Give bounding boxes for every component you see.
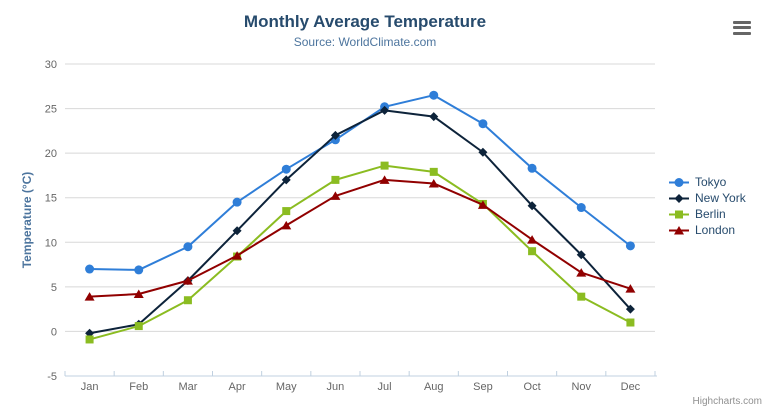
series-new-york-marker[interactable] [281,175,291,185]
series-tokyo-marker[interactable] [85,264,95,274]
chart-title: Monthly Average Temperature [243,12,487,31]
series-new-york-marker[interactable] [478,147,488,157]
legend: Tokyo New York Berlin London [668,174,746,238]
y-axis-label: 10 [45,237,57,249]
series-berlin-marker[interactable] [85,335,94,344]
series-new-york-marker[interactable] [330,130,340,140]
series-london[interactable] [84,175,636,301]
series-tokyo-marker[interactable] [576,203,586,213]
series-tokyo-marker[interactable] [183,242,193,252]
credits-link[interactable]: Highcharts.com [692,396,762,407]
series-london-marker[interactable] [133,289,144,298]
series-berlin-marker[interactable] [577,292,586,301]
series-new-york-marker[interactable] [232,226,242,236]
series-tokyo-line[interactable] [88,94,632,271]
series-london-marker[interactable] [84,292,95,301]
series-berlin-line[interactable] [88,164,632,341]
x-axis-label: Mar [178,381,197,393]
series-new-york-marker[interactable] [576,250,586,260]
new-york-legend-marker-shape[interactable] [674,193,684,203]
series-new-york-marker[interactable] [527,201,537,211]
series-tokyo-marker[interactable] [134,265,144,275]
berlin-legend-marker-shape[interactable] [675,210,683,218]
legend-item-berlin[interactable]: Berlin [668,206,746,222]
series-berlin-marker[interactable] [528,247,537,256]
series-tokyo-marker[interactable] [429,90,439,100]
series-berlin-marker[interactable] [380,161,389,170]
x-axis-label: Sep [473,381,493,393]
series-london-marker[interactable] [576,268,587,277]
series-berlin-marker[interactable] [183,296,192,305]
series-london-marker[interactable] [477,200,488,209]
series-london-line[interactable] [88,178,632,298]
hamburger-icon [733,20,751,35]
series-new-york-marker[interactable] [380,105,390,115]
series-tokyo-marker[interactable] [281,164,291,174]
x-axis-label: May [276,381,297,393]
x-axis-label: Dec [621,381,641,393]
series-new-york[interactable] [85,105,635,338]
tokyo-legend-marker-shape[interactable] [674,177,684,187]
series-london-marker[interactable] [379,175,390,184]
series-new-york-marker[interactable] [429,112,439,122]
y-axis-label: 20 [45,148,57,160]
series-new-york-line[interactable] [88,109,632,335]
series-london-marker[interactable] [527,235,538,244]
series-berlin-marker[interactable] [429,167,438,176]
series-london-marker[interactable] [232,251,243,260]
series-berlin-marker[interactable] [331,175,340,184]
y-axis-label: 15 [45,193,57,205]
y-axis-label: 30 [45,59,57,71]
x-axis-label: Jun [327,381,345,393]
legend-label: New York [695,191,746,205]
series-london-marker[interactable] [330,191,341,200]
y-axis-label: 0 [51,326,57,338]
series-berlin-marker[interactable] [282,207,291,216]
y-axis-label: -5 [47,371,57,383]
london-legend-marker-shape[interactable] [674,225,684,235]
y-axis-label: 25 [45,104,57,116]
series-tokyo-marker[interactable] [232,197,242,207]
x-axis-label: Jan [81,381,99,393]
chart-subtitle: Source: WorldClimate.com [293,35,437,49]
series-new-york-marker[interactable] [625,304,635,314]
london-legend-marker-icon [669,225,689,235]
x-axis-label: Apr [229,381,246,393]
tokyo-legend-marker-icon [669,177,689,187]
y-axis-label: 5 [51,282,57,294]
series-berlin-marker[interactable] [134,322,143,331]
series-tokyo-marker[interactable] [478,119,488,129]
x-axis-label: Nov [571,381,591,393]
legend-item-london[interactable]: London [668,222,746,238]
legend-label: Tokyo [695,175,727,189]
series-tokyo-marker[interactable] [625,241,635,251]
series-london-marker[interactable] [182,276,193,285]
berlin-legend-marker-icon [669,210,689,218]
x-axis-label: Feb [129,381,148,393]
legend-label: Berlin [695,207,726,221]
chart-context-menu-button[interactable] [728,17,756,41]
series-london-marker[interactable] [428,178,439,188]
x-axis-label: Jul [378,381,392,393]
new-york-legend-marker-icon [669,193,689,203]
x-axis-label: Aug [424,381,444,393]
series-london-marker[interactable] [625,284,636,293]
series-berlin-marker[interactable] [626,318,635,327]
legend-item-tokyo[interactable]: Tokyo [668,174,746,190]
legend-label: London [695,223,736,237]
x-axis-label: Oct [524,381,541,393]
series-tokyo-marker[interactable] [527,163,537,173]
series-tokyo[interactable] [85,90,635,275]
legend-item-new-york[interactable]: New York [668,190,746,206]
series-london-marker[interactable] [281,220,292,230]
